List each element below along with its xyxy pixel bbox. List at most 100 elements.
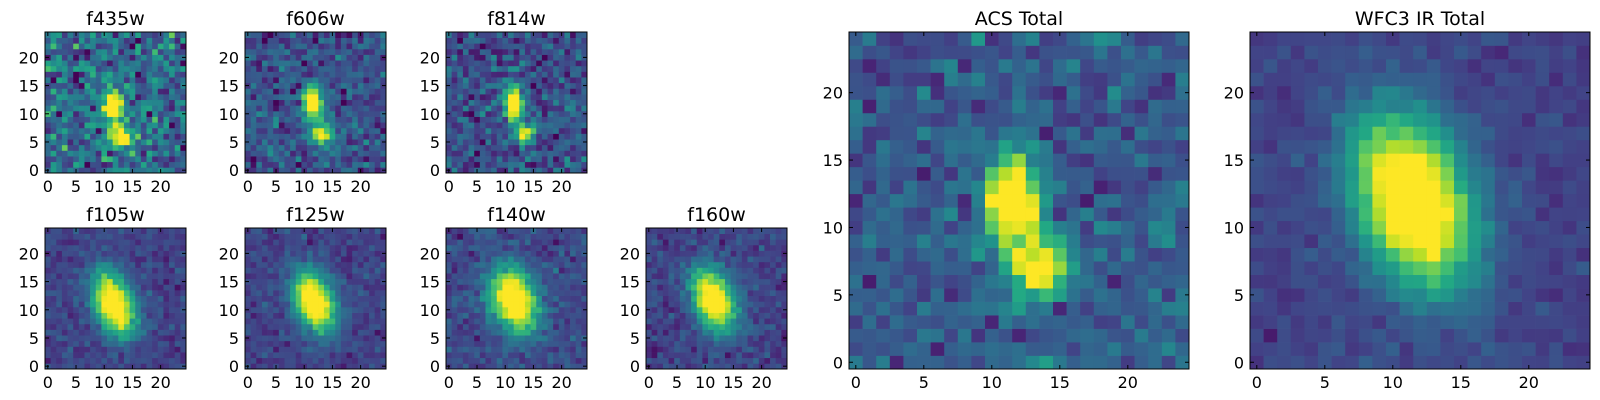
pixel [146, 290, 153, 297]
pixel [513, 340, 520, 347]
pixel [261, 295, 268, 302]
pixel [352, 244, 359, 251]
pixel [502, 122, 509, 129]
pixel [357, 352, 364, 359]
pixel [50, 43, 57, 50]
pixel [781, 340, 788, 347]
pixel [50, 318, 57, 325]
pixel [123, 244, 130, 251]
pixel [284, 156, 291, 163]
pixel [374, 312, 381, 319]
pixel [163, 99, 170, 106]
pixel [307, 357, 314, 364]
pixel [719, 335, 726, 342]
pixel [849, 153, 863, 168]
pixel [547, 239, 554, 246]
pixel [346, 301, 353, 308]
pixel [112, 94, 119, 101]
pixel [691, 335, 698, 342]
pixel [944, 355, 959, 370]
pixel [753, 261, 760, 268]
pixel [513, 122, 520, 129]
pixel [468, 105, 475, 112]
pixel [152, 48, 159, 55]
pixel [657, 363, 664, 370]
pixel [479, 335, 486, 342]
pixel [524, 127, 531, 134]
pixel [1066, 328, 1081, 343]
pixel [273, 71, 280, 78]
axes-frame [445, 31, 588, 174]
pixel [123, 77, 130, 84]
pixel [363, 133, 370, 140]
pixel [541, 278, 548, 285]
pixel [250, 144, 257, 151]
pixel [112, 167, 119, 174]
pixel [781, 284, 788, 291]
pixel [267, 273, 274, 280]
pixel [903, 207, 918, 222]
pixel [95, 340, 102, 347]
pixel [513, 144, 520, 151]
pixel [657, 290, 664, 297]
pixel [352, 295, 359, 302]
pixel [547, 32, 554, 38]
pixel [491, 329, 498, 336]
pixel [930, 328, 945, 343]
pixel [724, 284, 731, 291]
pixel [764, 318, 771, 325]
pixel [479, 306, 486, 313]
pixel [1121, 301, 1135, 316]
pixel [957, 301, 972, 316]
pixel [284, 363, 291, 370]
pixel [468, 357, 475, 364]
pixel [491, 105, 498, 112]
pixel [56, 261, 63, 268]
pixel [340, 318, 347, 325]
pixel [1161, 180, 1176, 195]
pixel [713, 244, 720, 251]
pixel [651, 301, 658, 308]
pixel [90, 273, 97, 280]
pixel [524, 306, 531, 313]
pixel [485, 250, 492, 257]
pixel [73, 116, 80, 123]
pixel [502, 250, 509, 257]
pixel [713, 273, 720, 280]
pixel [335, 346, 342, 353]
pixel [90, 161, 97, 168]
pixel [163, 116, 170, 123]
pixel [646, 312, 652, 319]
pixel [679, 301, 686, 308]
pixel [575, 88, 582, 95]
pixel [536, 133, 543, 140]
pixel [662, 335, 669, 342]
pixel [335, 267, 342, 274]
pixel [112, 239, 119, 246]
pixel [775, 267, 782, 274]
pixel [485, 77, 492, 84]
pixel [369, 301, 376, 308]
pixel [135, 54, 142, 61]
pixel [736, 335, 743, 342]
pixel [474, 127, 481, 134]
pixel [78, 290, 85, 297]
pixel [50, 312, 57, 319]
pixel [84, 323, 91, 330]
pixel [295, 290, 302, 297]
pixel [696, 284, 703, 291]
pixel [140, 48, 147, 55]
pixel [575, 267, 582, 274]
pixel [140, 301, 147, 308]
pixel [775, 340, 782, 347]
pixel [553, 346, 560, 353]
pixel [357, 290, 364, 297]
pixel [152, 167, 159, 174]
pixel [369, 228, 376, 234]
pixel [519, 88, 526, 95]
pixel [95, 278, 102, 285]
pixel [957, 220, 972, 235]
pixel [541, 329, 548, 336]
pixel [357, 65, 364, 72]
pixel [468, 306, 475, 313]
